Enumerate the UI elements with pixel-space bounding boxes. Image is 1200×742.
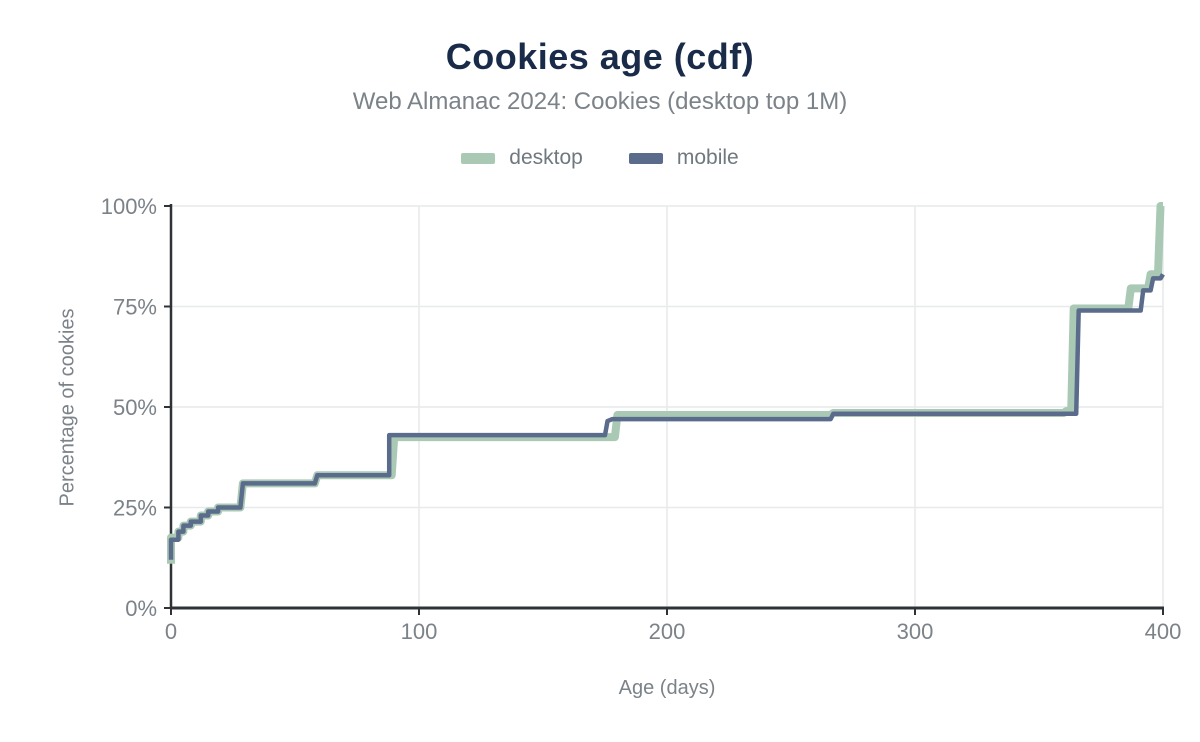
mobile-series-swatch-icon — [628, 152, 663, 164]
legend-item-desktop[interactable]: desktop — [461, 146, 583, 170]
y-tick-label: 50% — [113, 395, 157, 420]
x-tick-label: 200 — [649, 619, 686, 644]
y-tick-label: 75% — [113, 295, 157, 320]
x-tick-label: 300 — [897, 619, 934, 644]
chart-title: Cookies age (cdf) — [445, 36, 755, 77]
chart-subtitle: Web Almanac 2024: Cookies (desktop top 1… — [352, 88, 848, 115]
y-tick-label: 0% — [125, 596, 157, 621]
y-tick-label: 25% — [113, 496, 157, 521]
legend-item-mobile[interactable]: mobile — [628, 146, 739, 170]
legend-label-mobile: mobile — [676, 146, 739, 169]
x-axis-title: Age (days) — [618, 677, 716, 699]
desktop-series-swatch-icon — [461, 152, 496, 164]
legend-label-desktop: desktop — [509, 146, 583, 169]
mobile-series-line — [168, 273, 1165, 560]
x-tick-label: 0 — [165, 619, 177, 644]
y-tick-label: 100% — [101, 194, 157, 219]
x-tick-label: 400 — [1145, 619, 1182, 644]
x-tick-label: 100 — [401, 619, 438, 644]
legend: desktop mobile — [0, 146, 1200, 170]
